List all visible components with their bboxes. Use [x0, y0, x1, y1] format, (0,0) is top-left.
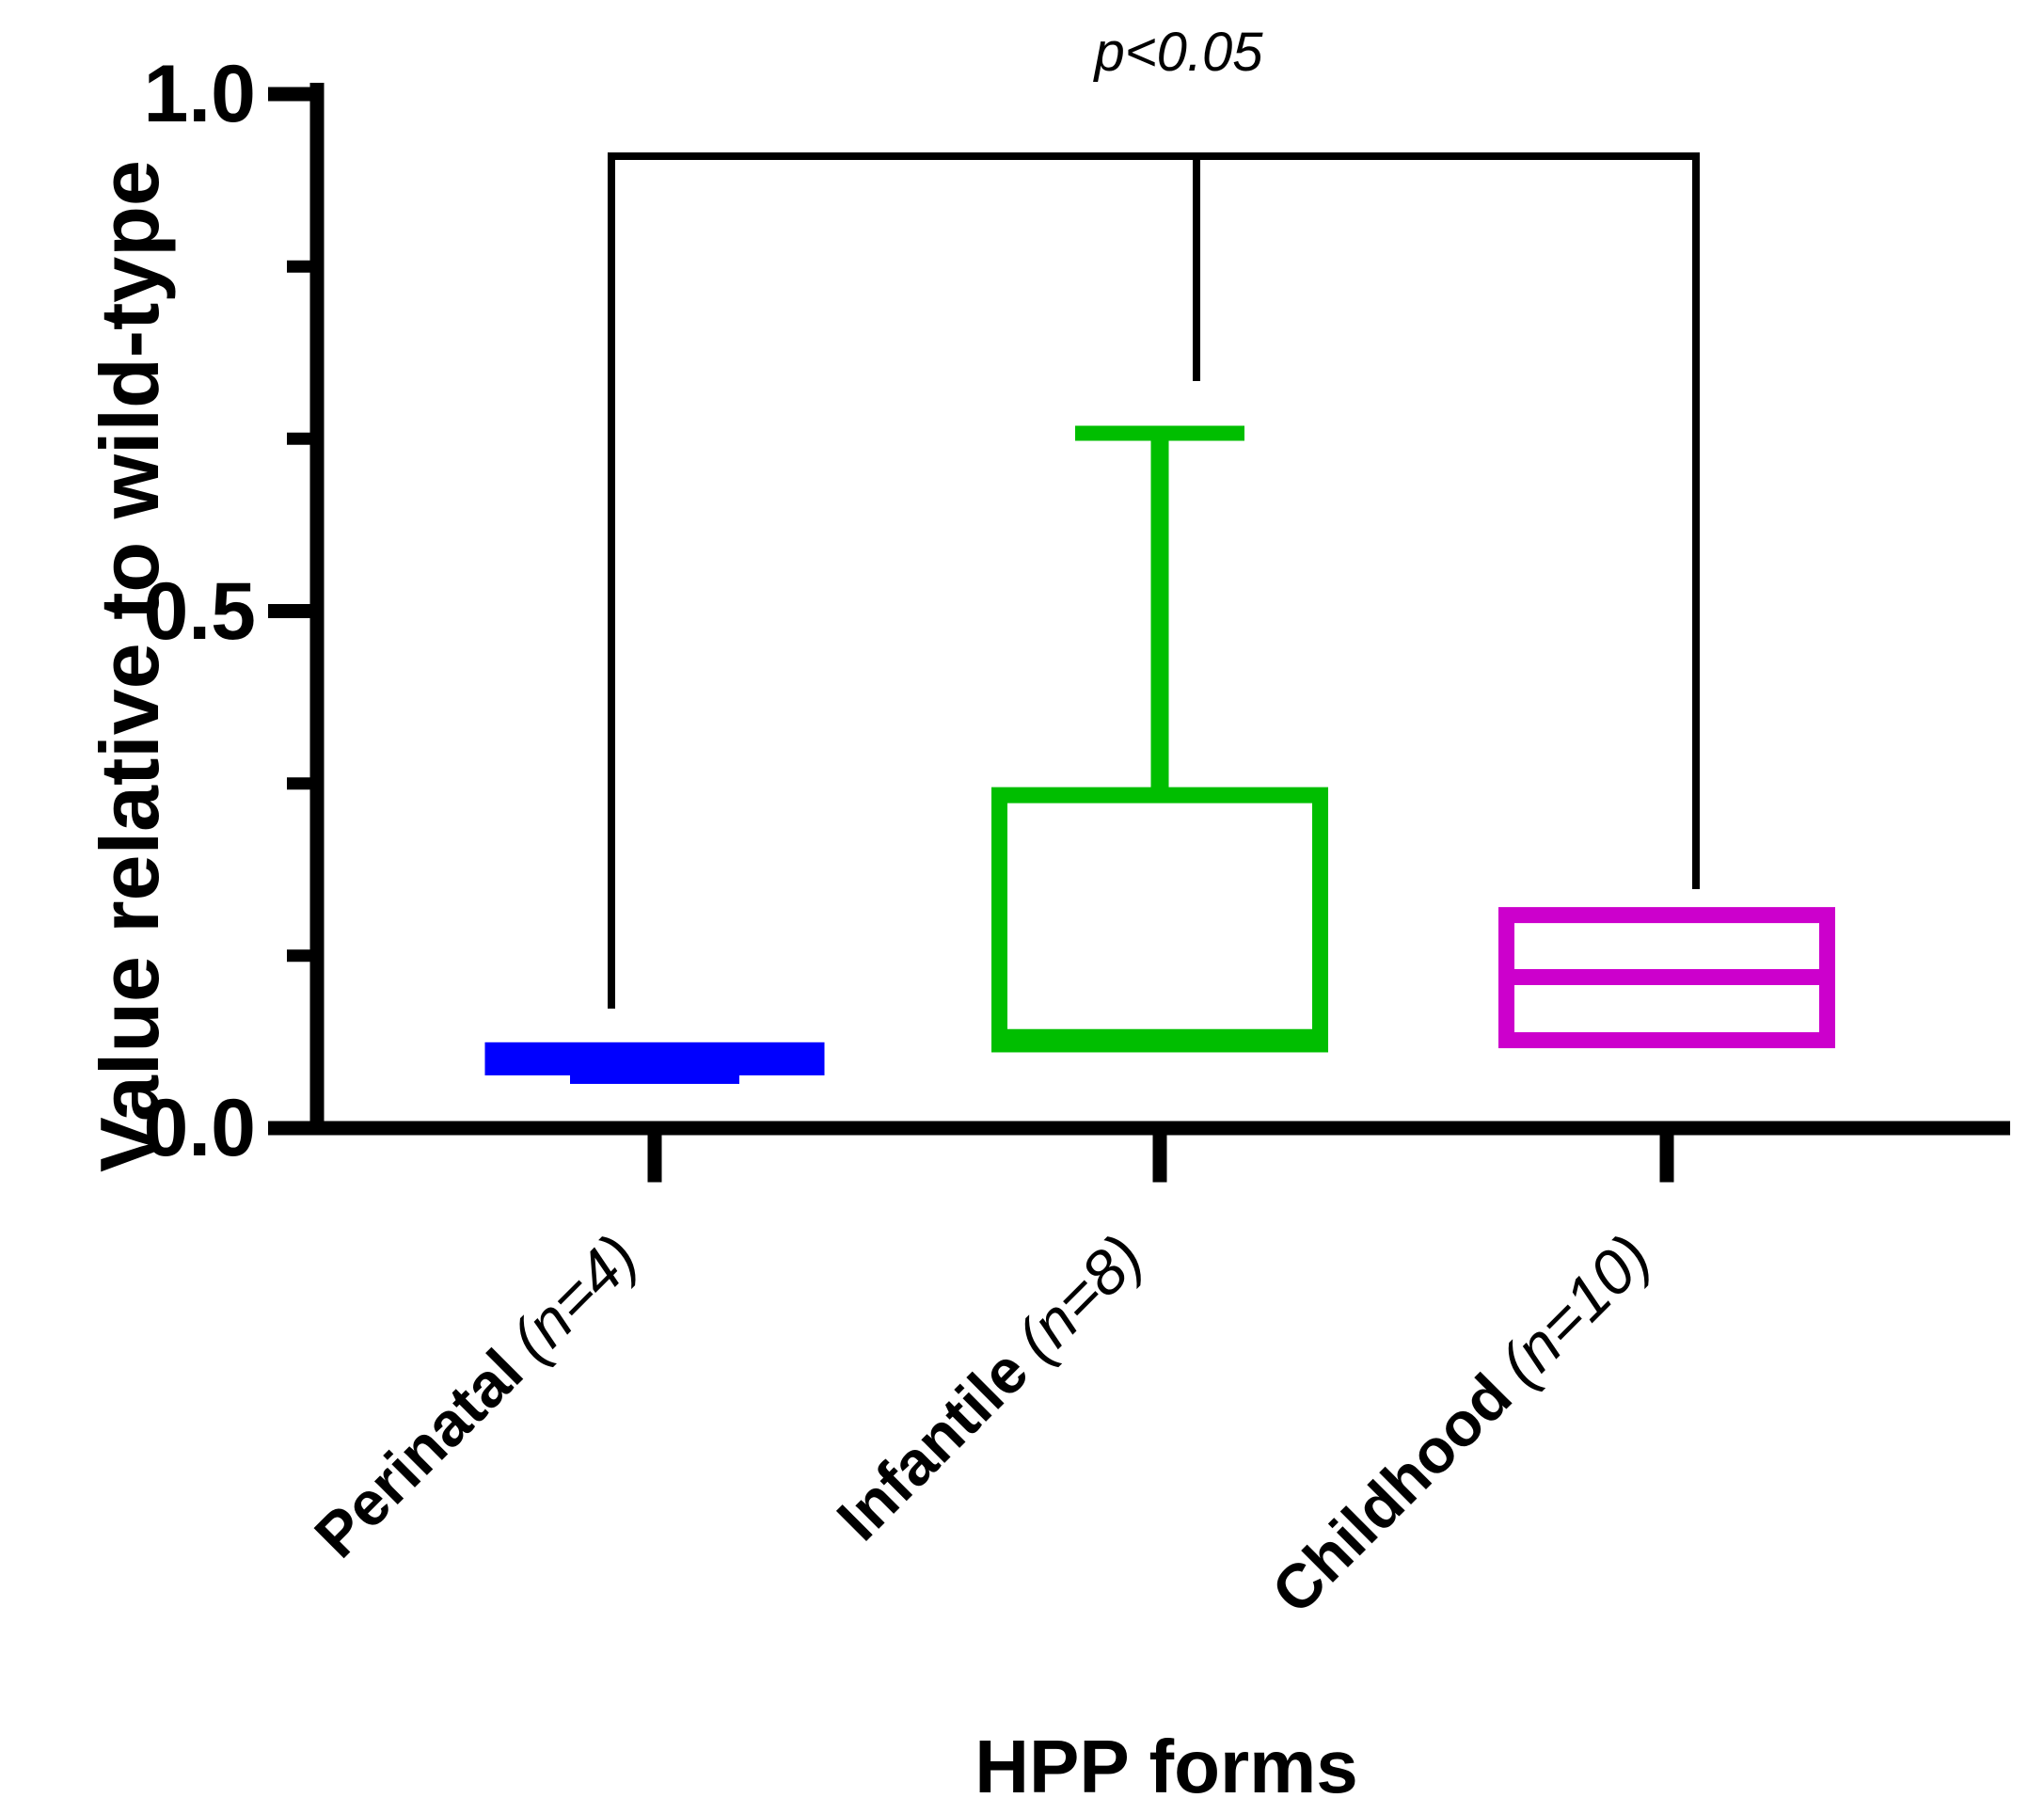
x-axis-title: HPP forms — [974, 1725, 1358, 1808]
y-tick-label-0.0: 0.0 — [143, 1083, 256, 1173]
y-tick-label-0.5: 0.5 — [143, 566, 256, 657]
y-axis-title: Value relative to wild-type — [83, 160, 176, 1172]
y-tick-label-1.0: 1.0 — [143, 49, 256, 139]
significance-p-value-label: p<0.05 — [1094, 22, 1263, 83]
significance-bracket — [608, 152, 1700, 1009]
box-infantile — [991, 787, 1328, 1053]
